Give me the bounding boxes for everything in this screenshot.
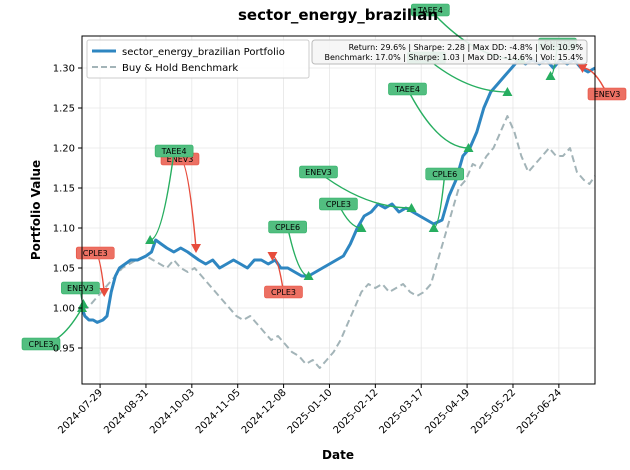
stats-line-1: Return: 29.6% | Sharpe: 2.28 | Max DD: -…	[349, 43, 584, 52]
buy-marker	[545, 71, 556, 80]
x-tick-label: 2024-08-31	[102, 387, 151, 436]
x-tick-label: 2025-06-24	[515, 387, 564, 436]
buy-marker	[428, 223, 439, 232]
y-tick-label: 1.05	[53, 264, 75, 275]
buy-marker	[502, 87, 513, 96]
portfolio-line	[80, 58, 596, 324]
buy-marker	[78, 299, 89, 308]
x-tick-label: 2025-04-19	[423, 387, 472, 436]
buy-marker	[356, 223, 367, 232]
x-tick-label: 2025-05-22	[469, 387, 518, 436]
trade-label: ENEV3	[67, 284, 94, 293]
trade-label-box	[75, 246, 115, 260]
sell-marker	[267, 252, 278, 261]
x-axis-ticks: 2024-07-292024-08-312024-10-032024-11-05…	[56, 384, 564, 436]
trade-label: TAEE4	[161, 147, 187, 156]
trade-label: ENEV3	[167, 155, 194, 164]
trade-label: TAEE4	[394, 85, 420, 94]
trade-label-box	[21, 337, 61, 351]
y-tick-label: 1.25	[53, 104, 75, 115]
buy-marker	[406, 203, 417, 212]
trade-label-box	[388, 82, 427, 96]
plot-frame	[81, 35, 596, 385]
trade-label-box	[268, 220, 307, 234]
benchmark-line	[82, 115, 596, 369]
trade-arrow	[318, 171, 412, 209]
trade-label-box	[319, 197, 358, 211]
buy-marker	[303, 271, 314, 280]
stats-frame	[311, 39, 588, 65]
trade-arrow	[406, 88, 469, 149]
y-axis-label: Portfolio Value	[29, 160, 43, 260]
x-axis-label: Date	[322, 448, 354, 462]
y-tick-label: 1.20	[53, 144, 75, 155]
legend-frame	[86, 39, 310, 79]
trade-label: ENEV3	[305, 168, 332, 177]
y-tick-label: 1.30	[53, 64, 75, 75]
sell-marker	[191, 244, 201, 253]
trade-label: CPLE3	[271, 288, 296, 297]
trade-label: ENEV3	[594, 90, 621, 99]
y-tick-label: 0.95	[53, 344, 75, 355]
x-tick-label: 2024-11-05	[194, 387, 243, 436]
x-tick-label: 2025-02-12	[332, 387, 381, 436]
x-tick-label: 2024-10-03	[148, 387, 197, 436]
sell-marker	[577, 64, 588, 73]
series-layer	[80, 58, 596, 369]
x-tick-label: 2024-07-29	[56, 387, 105, 436]
y-tick-label: 1.15	[53, 184, 75, 195]
stats-box: Return: 29.6% | Sharpe: 2.28 | Max DD: -…	[311, 39, 588, 65]
trade-label-box	[299, 165, 338, 179]
buy-marker	[463, 143, 474, 152]
trade-label: CPLE3	[28, 340, 53, 349]
x-tick-label: 2024-12-08	[240, 387, 289, 436]
trade-arrow	[149, 150, 175, 241]
y-tick-label: 1.00	[53, 304, 75, 315]
trade-label: TAEE4	[417, 6, 443, 15]
legend: sector_energy_brazilian Portfolio Buy & …	[86, 39, 310, 79]
buy-marker	[145, 235, 156, 244]
trade-label-box	[61, 281, 100, 295]
legend-portfolio-label: sector_energy_brazilian Portfolio	[122, 47, 285, 58]
trade-label-box	[264, 285, 303, 299]
trade-label: CPLE3	[326, 200, 351, 209]
trade-label-box	[154, 144, 194, 158]
y-axis-ticks: 0.95 1.00 1.05 1.10 1.15 1.20 1.25 1.30	[53, 64, 82, 355]
trade-label-box	[411, 3, 450, 17]
trade-label-box	[587, 87, 627, 101]
stats-line-2: Benchmark: 17.0% | Sharpe: 1.03 | Max DD…	[324, 53, 583, 62]
x-tick-label: 2025-01-10	[286, 387, 335, 436]
trade-label: CPLE6	[432, 170, 457, 179]
x-tick-label: 2025-03-17	[377, 387, 426, 436]
trade-label-box	[425, 167, 465, 181]
chart-title: sector_energy_brazilian	[238, 6, 438, 24]
y-tick-label: 1.10	[53, 224, 75, 235]
trade-label: CPLE3	[83, 249, 108, 258]
legend-benchmark-label: Buy & Hold Benchmark	[122, 63, 238, 74]
trade-label: CPLE6	[275, 223, 300, 232]
sell-marker	[99, 288, 110, 297]
